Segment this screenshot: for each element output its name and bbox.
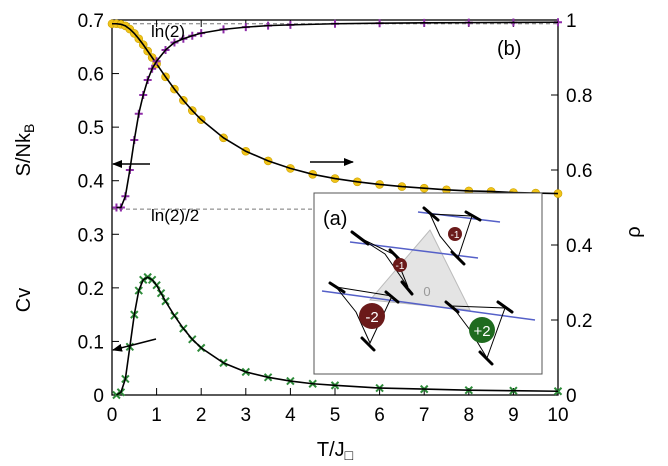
y-axis-label-cv: Cv [13,288,35,312]
inset-charge-label-zero: 0 [423,284,430,299]
inset-spin [464,210,482,222]
inset-charge-label: -2 [365,309,378,326]
y-left-tick-label: 0.6 [78,65,104,86]
arrow-to-left-axis-cv [112,338,157,352]
y-right-tick-label: 0 [566,386,577,407]
ln2-label: ln(2) [151,22,185,41]
inset-spin [422,206,440,222]
inset-lattice-diagram: (a) -1 [313,192,543,375]
inset-charge-minus1 [393,258,407,272]
inset-spin [478,350,494,366]
series-1 [112,18,562,212]
inset-charge-minus2 [359,303,385,329]
inset-spin [328,281,346,294]
series-0 [107,19,563,198]
axis-ticks: 0 1 2 3 4 5 6 7 8 9 1000.10.20.30.40.50.60.700.20.… [78,11,593,426]
y-right-tick-label: 0.2 [566,311,592,332]
inset-spin [444,300,460,314]
x-tick-label: 3 [241,405,252,426]
y-right-axis-label: ρ [623,226,645,237]
inset-charge-plus2 [469,317,495,343]
y-left-tick-label: 0 [93,386,104,407]
y-axis-label-entropy: S/NkB [13,124,37,177]
inset-spin [384,290,400,304]
series-fit-line [116,276,559,396]
x-tick-label: 2 [196,405,207,426]
inset-spin [360,336,376,352]
x-tick-label: 0 [107,405,118,426]
x-tick-label: 8 [464,405,475,426]
panel-label-b: (b) [497,38,521,60]
inset-charge-label: -1 [451,230,460,241]
data-series [107,18,563,400]
y-left-tick-label: 0.2 [78,279,104,300]
inset-label-a: (a) [323,208,347,230]
x-tick-label: 6 [374,405,385,426]
y-right-tick-label: 0.8 [566,86,592,107]
series-2 [112,272,563,400]
x-tick-label: 10 [547,405,568,426]
series-fit-line [112,22,559,195]
inset-spin [450,250,466,266]
inset-blue-line [321,290,536,321]
ln2-half-label: ln(2)/2 [151,206,199,225]
inset-spin [496,300,514,314]
series-fit-line [116,21,559,209]
inset-charge-label: +2 [473,323,490,340]
y-left-tick-label: 0.3 [78,225,104,246]
inset-charge-label: -1 [396,261,405,272]
y-left-tick-label: 0.1 [78,332,104,353]
inset-tetrahedron [335,286,393,345]
x-axis-label: T/J□ [317,439,354,463]
y-right-tick-label: 1 [566,11,577,32]
inset-spin [350,230,370,246]
x-tick-label: 1 [151,405,162,426]
inset-charge-minus1 [448,227,462,241]
x-tick-label: 5 [330,405,341,426]
y-left-tick-label: 0.4 [78,172,105,193]
inset-spin [400,280,414,296]
y-left-tick-label: 0.7 [78,11,104,32]
x-tick-label: 9 [508,405,519,426]
y-right-tick-label: 0.6 [566,161,592,182]
x-tick-label: 7 [419,405,430,426]
y-left-tick-label: 0.5 [78,118,104,139]
x-tick-label: 4 [285,405,296,426]
y-right-tick-label: 0.4 [566,236,593,257]
